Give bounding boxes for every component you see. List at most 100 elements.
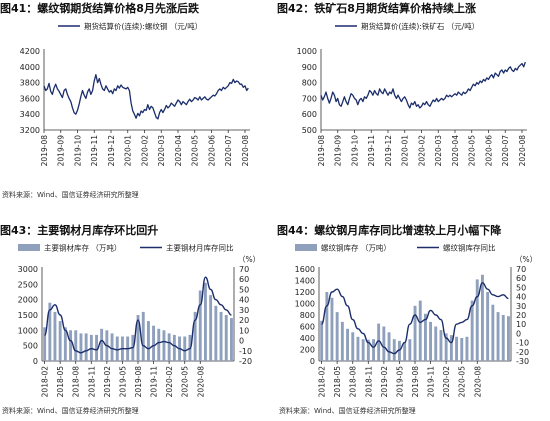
x-tick-label: 2019-11 (90, 135, 99, 167)
x-tick-label: 2020-03 (434, 135, 443, 167)
panel-fig44: 图44：螺纹钢月库存同比增速较上月小幅下降 螺纹钢库存 （万吨） 螺纹钢库存同比 （… (277, 222, 550, 421)
x-tick-label: 2019-12 (107, 135, 116, 167)
bar (209, 295, 213, 361)
x-tick-label: 2018-08 (349, 366, 358, 398)
x-tick-label: 2020-01 (124, 135, 133, 167)
y2-tick-label: 50 (239, 285, 249, 294)
bar (204, 282, 207, 361)
y2-tick-label: -30 (516, 357, 529, 366)
x-tick-label: 2020-02 (442, 366, 451, 398)
bar (74, 330, 78, 361)
bar (147, 321, 150, 361)
y-tick-label: 3200 (20, 126, 40, 135)
series-line (320, 61, 526, 109)
bar (214, 305, 218, 361)
x-tick-label: 2020-06 (484, 135, 493, 167)
source-note: 资料来源：Wind、国信证券经济研究所整理 (2, 407, 139, 415)
x-tick-label: 2019-09 (57, 135, 66, 167)
bar (183, 336, 187, 361)
x-tick-label: 2020-05 (468, 135, 477, 167)
bar (392, 339, 396, 361)
x-tick-label: 2018-08 (72, 366, 81, 398)
y-tick-label: 3600 (20, 94, 40, 103)
x-tick-label: 2018-05 (333, 366, 342, 398)
chart-fig41: 期货结算价(连续):螺纹钢 （元/吨） 3200 3400 3600 3800 4000 4… (20, 21, 250, 167)
y-tick-label: 1000 (295, 300, 315, 309)
x-tick-label: 2020-07 (501, 135, 510, 167)
legend-label: 期货结算价(连续):螺纹钢 （元/吨） (84, 21, 202, 31)
bar (455, 336, 458, 361)
y-tick-label: 600 (302, 110, 317, 119)
bar (335, 312, 339, 361)
bar (43, 327, 47, 361)
bar (366, 339, 370, 361)
x-tick-label: 2018-05 (56, 366, 65, 398)
panel-fig42: 图42：铁矿石8月期货结算价格持续上涨 期货结算价(连续):铁矿石 （元/吨） 5… (277, 0, 550, 200)
x-tick-label: 2020-02 (165, 366, 174, 398)
legend-label: 期货结算价(连续):铁矿石 （元/吨） (361, 21, 479, 31)
bar (320, 320, 324, 362)
y-tick-label: 1200 (295, 288, 315, 297)
chart-fig42: 期货结算价(连续):铁矿石 （元/吨） 500 600 700 800 900 1000 20… (297, 21, 527, 167)
y2-tick-label: 10 (516, 320, 526, 329)
y-tick-label: 3400 (20, 110, 40, 119)
x-tick-label: 2019-12 (384, 135, 393, 167)
y-tick-label: 600 (300, 323, 315, 332)
chart-fig43: 主要钢材库存 （万吨） 主要钢材月库存同比（%）05001000150020002… (18, 243, 261, 398)
bar (439, 330, 443, 361)
y-tick-label: 900 (302, 63, 317, 72)
y-tick-label: 1000 (297, 47, 317, 56)
x-tick-label: 2020-03 (157, 135, 166, 167)
x-tick-label: 2019-08 (317, 135, 326, 167)
legend-swatch (18, 244, 40, 251)
bar (167, 333, 171, 361)
y-tick-label: 2500 (18, 280, 38, 289)
x-tick-label: 2019-11 (367, 135, 376, 167)
x-tick-label: 2020-05 (458, 366, 467, 398)
bar (377, 323, 381, 361)
x-tick-label: 2020-08 (473, 366, 482, 398)
x-tick-label: 2020-02 (140, 135, 149, 167)
y2-tick-label: 30 (516, 302, 526, 311)
x-tick-label: 2020-04 (174, 135, 183, 167)
y2-tick-label: 60 (239, 275, 249, 284)
y2-tick-label: 0 (239, 337, 244, 346)
bar (507, 316, 510, 361)
bar (84, 333, 88, 361)
x-tick-label: 2019-10 (350, 135, 359, 167)
bar (89, 334, 93, 361)
series-line (320, 282, 509, 355)
x-tick-label: 2020-08 (518, 135, 527, 167)
y-tick-label: 200 (300, 346, 315, 355)
y2-tick-label: -20 (516, 348, 529, 357)
bar (330, 297, 334, 362)
y2-tick-label: 60 (516, 274, 526, 283)
x-tick-label: 2019-02 (103, 366, 112, 398)
bar (157, 328, 161, 361)
source-note: 资料来源：Wind、国信证券经济研究所整理 (2, 191, 139, 199)
chart-title: 图43：主要钢材月库存环比回升 (0, 224, 159, 237)
bar (340, 321, 344, 361)
x-tick-label: 2019-05 (395, 366, 404, 398)
x-tick-label: 2019-11 (150, 366, 159, 398)
y2-tick-label: 70 (516, 265, 526, 274)
bar (424, 313, 427, 361)
y-tick-label: 4200 (20, 47, 40, 56)
bar (115, 336, 119, 361)
x-tick-label: 2019-02 (380, 366, 389, 398)
bar (465, 336, 469, 361)
bar (63, 327, 67, 361)
legend-label: 螺纹钢库存 （万吨） (321, 243, 391, 253)
y2-tick-label: 30 (239, 306, 249, 315)
y-tick-label: 0 (310, 357, 315, 366)
bar (361, 339, 365, 361)
y2-tick-label: -10 (516, 339, 529, 348)
bar (429, 321, 432, 361)
panel-fig41: 图41：螺纹钢期货结算价格8月先涨后跌 期货结算价(连续):螺纹钢 （元/吨） 3… (0, 0, 273, 200)
x-tick-label: 2020-04 (451, 135, 460, 167)
bar (481, 274, 484, 362)
bar (356, 336, 360, 361)
y-tick-label: 500 (302, 126, 317, 135)
bar (346, 328, 349, 361)
bar (418, 300, 422, 361)
